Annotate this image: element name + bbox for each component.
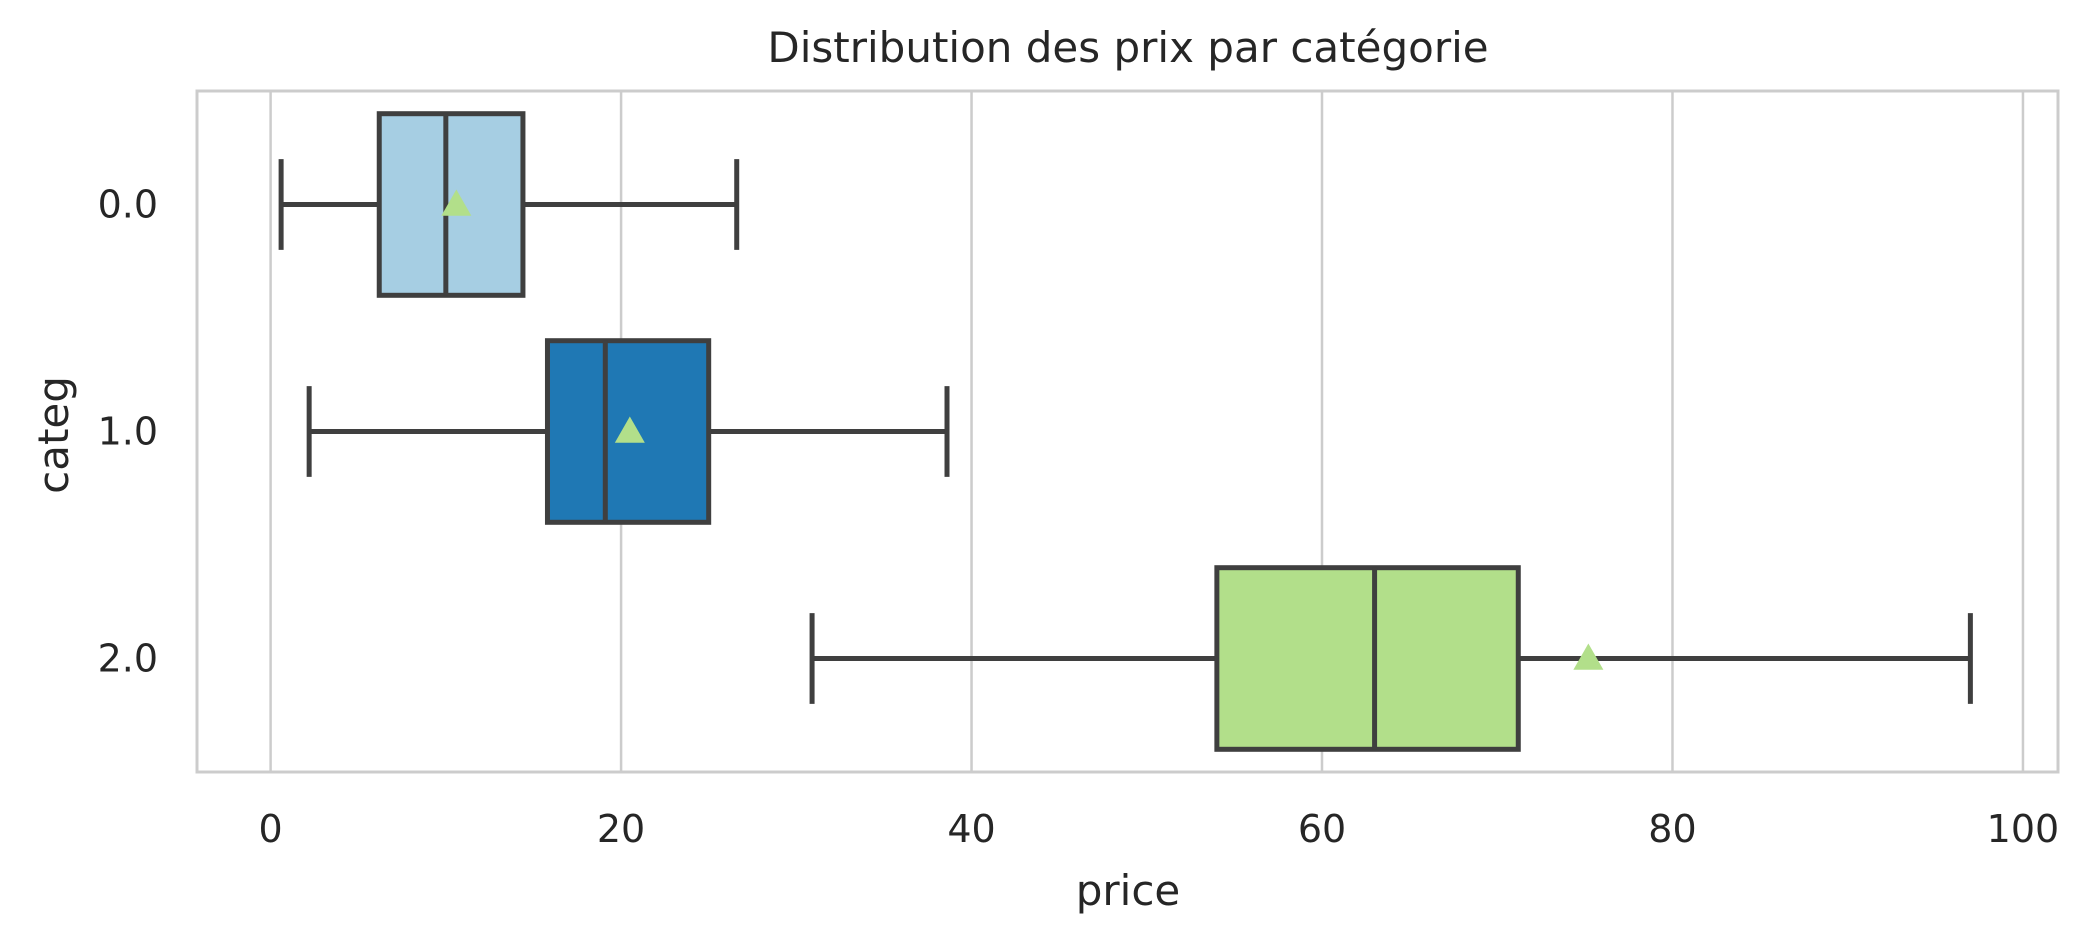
mean-marker [441, 189, 472, 216]
box-group [278, 111, 740, 298]
box-group [306, 338, 950, 525]
mean-marker [614, 416, 645, 443]
box-series [278, 111, 1973, 752]
y-axis-label: categ [29, 376, 78, 494]
x-tick-label: 20 [597, 807, 645, 851]
y-tick-label: 1.0 [98, 410, 158, 454]
y-tick-labels: 0.0 1.0 2.0 [98, 183, 158, 681]
mean-marker [1573, 643, 1604, 670]
x-tick-label: 60 [1298, 807, 1346, 851]
x-tick-label: 40 [947, 807, 995, 851]
y-tick-label: 2.0 [98, 637, 158, 681]
x-tick-label: 100 [1987, 807, 2060, 851]
plot-frame [195, 89, 2060, 774]
x-tick-label: 0 [259, 807, 283, 851]
x-axis-label: price [1076, 866, 1181, 915]
x-tick-labels: 0 20 40 60 80 100 [259, 807, 2060, 851]
box-group [809, 565, 1973, 752]
x-tick-label: 80 [1648, 807, 1696, 851]
chart-title: Distribution des prix par catégorie [767, 23, 1488, 72]
iqr-box [1214, 565, 1521, 752]
y-tick-label: 0.0 [98, 183, 158, 227]
